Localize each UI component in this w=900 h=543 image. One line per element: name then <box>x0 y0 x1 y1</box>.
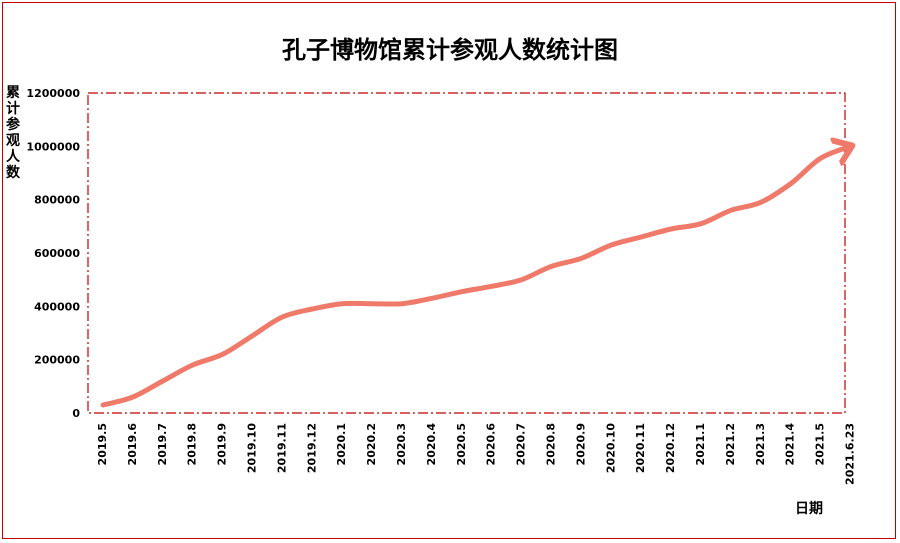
x-tick-label: 2020.8 <box>545 423 558 465</box>
x-tick-label: 2020.10 <box>604 423 617 473</box>
x-tick-label: 2020.2 <box>365 423 378 465</box>
y-axis-ticks: 0 200000 400000 600000 800000 1000000 1200000 <box>26 87 80 420</box>
y-tick-label: 0 <box>72 407 80 420</box>
x-tick-label: 2021.5 <box>814 423 827 465</box>
y-axis-label-char: 观 <box>6 133 20 149</box>
x-tick-label: 2019.8 <box>186 423 199 465</box>
x-tick-label: 2019.9 <box>216 423 229 465</box>
plot-area <box>87 92 846 414</box>
y-axis-label-char: 累 <box>6 85 20 101</box>
x-tick-label: 2019.11 <box>275 423 288 473</box>
y-axis-label-char: 参 <box>6 117 20 133</box>
x-tick-label: 2020.11 <box>634 423 647 473</box>
y-tick-label: 400000 <box>34 300 80 313</box>
x-tick-label: 2020.9 <box>574 423 587 465</box>
x-tick-label: 2020.4 <box>425 423 438 466</box>
x-tick-label: 2021.6.23 <box>844 423 857 485</box>
x-tick-label: 2019.5 <box>96 423 109 465</box>
x-tick-label: 2019.7 <box>156 423 169 465</box>
x-tick-label: 2020.3 <box>395 423 408 465</box>
x-tick-label: 2021.1 <box>694 423 707 465</box>
x-tick-label: 2020.1 <box>335 423 348 465</box>
x-tick-label: 2021.3 <box>754 423 767 465</box>
x-tick-label: 2020.6 <box>485 423 498 466</box>
y-tick-label: 600000 <box>34 247 80 260</box>
y-tick-label: 1200000 <box>26 87 80 100</box>
x-tick-label: 2021.2 <box>724 423 737 465</box>
y-axis-label-char: 计 <box>6 101 20 117</box>
y-tick-label: 200000 <box>34 354 80 367</box>
y-tick-label: 800000 <box>34 194 80 207</box>
x-tick-label: 2021.4 <box>784 423 797 466</box>
x-axis-ticks: 2019.5 2019.6 2019.7 2019.8 2019.9 2019.10 201… <box>96 423 857 485</box>
x-tick-label: 2019.10 <box>246 423 259 473</box>
x-tick-label: 2020.7 <box>515 423 528 465</box>
x-axis-label: 日期 <box>795 501 823 517</box>
x-tick-label: 2020.12 <box>664 423 677 473</box>
chart-title: 孔子博物馆累计参观人数统计图 <box>282 35 618 64</box>
y-axis-label: 累计参观人数 <box>2 85 24 181</box>
x-tick-label: 2019.12 <box>305 423 318 473</box>
x-tick-label: 2020.5 <box>455 423 468 465</box>
y-tick-label: 1000000 <box>26 140 80 153</box>
x-tick-label: 2019.6 <box>126 423 139 466</box>
series-line <box>100 146 851 408</box>
y-axis-label-char: 人 <box>6 149 20 165</box>
y-axis-label-char: 数 <box>6 165 20 181</box>
